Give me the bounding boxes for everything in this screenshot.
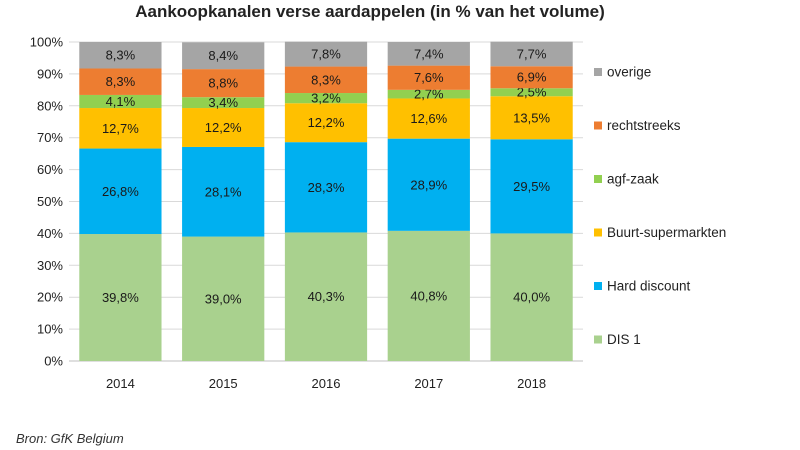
legend-swatch [594, 121, 602, 130]
y-tick-label: 70% [37, 130, 63, 145]
y-tick-label: 50% [37, 194, 63, 209]
data-label: 12,2% [205, 120, 242, 135]
y-tick-label: 30% [37, 258, 63, 273]
y-tick-label: 60% [37, 162, 63, 177]
y-tick-label: 80% [37, 98, 63, 113]
data-label: 40,3% [308, 289, 345, 304]
legend-label: Buurt-supermarkten [607, 225, 726, 240]
data-label: 28,3% [308, 180, 345, 195]
data-label: 39,8% [102, 290, 139, 305]
x-tick-label: 2016 [312, 376, 341, 391]
bar-segment-overige [79, 42, 162, 69]
bar-segment-agf-zaak [182, 97, 265, 109]
data-label: 12,6% [410, 111, 447, 126]
legend-swatch [594, 175, 602, 183]
x-tick-label: 2015 [209, 376, 238, 391]
data-label: 13,5% [513, 110, 550, 125]
bar-segment-hard-discount [182, 146, 265, 237]
bar-segment-rechtstreeks [182, 69, 265, 98]
bar-segment-dis-1 [182, 236, 265, 361]
bar-segment-agf-zaak [490, 88, 573, 97]
legend-label: rechtstreeks [607, 118, 681, 133]
bar-segment-dis-1 [79, 234, 162, 361]
data-label: 4,1% [106, 94, 136, 109]
y-tick-label: 90% [37, 66, 63, 81]
y-tick-label: 0% [44, 354, 63, 369]
data-label: 8,3% [106, 74, 136, 89]
bar-segment-hard-discount [490, 139, 573, 234]
data-label: 12,2% [308, 115, 345, 130]
data-label: 6,9% [517, 70, 547, 85]
data-label: 8,3% [106, 48, 136, 63]
bar-segment-hard-discount [284, 142, 368, 233]
y-tick-label: 10% [37, 322, 63, 337]
data-label: 26,8% [102, 184, 139, 199]
legend-label: Hard discount [607, 279, 691, 294]
bar-segment-rechtstreeks [387, 65, 470, 90]
data-label: 3,4% [208, 95, 238, 110]
bar-segment-overige [387, 42, 470, 66]
legend-swatch [594, 335, 602, 344]
data-label: 7,8% [311, 47, 341, 62]
data-label: 28,9% [410, 177, 447, 192]
legend-swatch [594, 68, 602, 76]
data-label: 7,7% [517, 46, 547, 61]
bar-segment-buurt-supermarkten [490, 96, 573, 140]
x-tick-label: 2014 [106, 376, 135, 391]
data-label: 2,7% [414, 87, 444, 102]
y-tick-label: 20% [37, 290, 63, 305]
bar-segment-overige [182, 42, 265, 70]
bar-segment-rechtstreeks [284, 66, 368, 94]
data-label: 8,8% [208, 76, 238, 91]
legend-label: overige [607, 65, 651, 80]
data-label: 3,2% [311, 91, 341, 106]
bar-segment-buurt-supermarkten [182, 108, 265, 147]
bar-segment-overige [490, 41, 573, 67]
data-label: 29,5% [513, 179, 550, 194]
bar-segment-hard-discount [387, 138, 470, 231]
bar-segment-agf-zaak [284, 93, 368, 104]
bar-segment-dis-1 [387, 230, 470, 361]
data-label: 12,7% [102, 121, 139, 136]
data-label: 40,8% [410, 288, 447, 303]
legend-label: agf-zaak [607, 172, 659, 187]
data-label: 40,0% [513, 290, 550, 305]
bar-segment-rechtstreeks [79, 68, 162, 95]
data-label: 7,6% [414, 70, 444, 85]
bar-segment-hard-discount [79, 148, 162, 235]
data-label: 8,4% [208, 48, 238, 63]
x-tick-label: 2018 [517, 376, 546, 391]
bar-segment-dis-1 [490, 233, 573, 361]
bar-segment-dis-1 [284, 232, 368, 361]
bar-segment-buurt-supermarkten [284, 103, 368, 143]
bar-segment-overige [284, 41, 368, 67]
bar-segment-agf-zaak [79, 94, 162, 109]
chart-title: Aankoopkanalen verse aardappelen (in % v… [135, 2, 605, 21]
data-label: 7,4% [414, 46, 444, 61]
y-tick-label: 100% [30, 35, 64, 50]
bar-segment-agf-zaak [387, 89, 470, 99]
data-label: 2,5% [517, 85, 547, 100]
source-note: Bron: GfK Belgium [16, 431, 124, 446]
y-tick-label: 40% [37, 226, 63, 241]
legend-swatch [594, 228, 602, 237]
bar-segment-rechtstreeks [490, 66, 573, 89]
data-label: 28,1% [205, 184, 242, 199]
data-label: 39,0% [205, 291, 242, 306]
data-label: 8,3% [311, 72, 341, 87]
x-tick-label: 2017 [414, 376, 443, 391]
legend-label: DIS 1 [607, 332, 641, 347]
legend-swatch [594, 282, 602, 290]
bar-segment-buurt-supermarkten [387, 98, 470, 139]
bar-segment-buurt-supermarkten [79, 108, 162, 149]
